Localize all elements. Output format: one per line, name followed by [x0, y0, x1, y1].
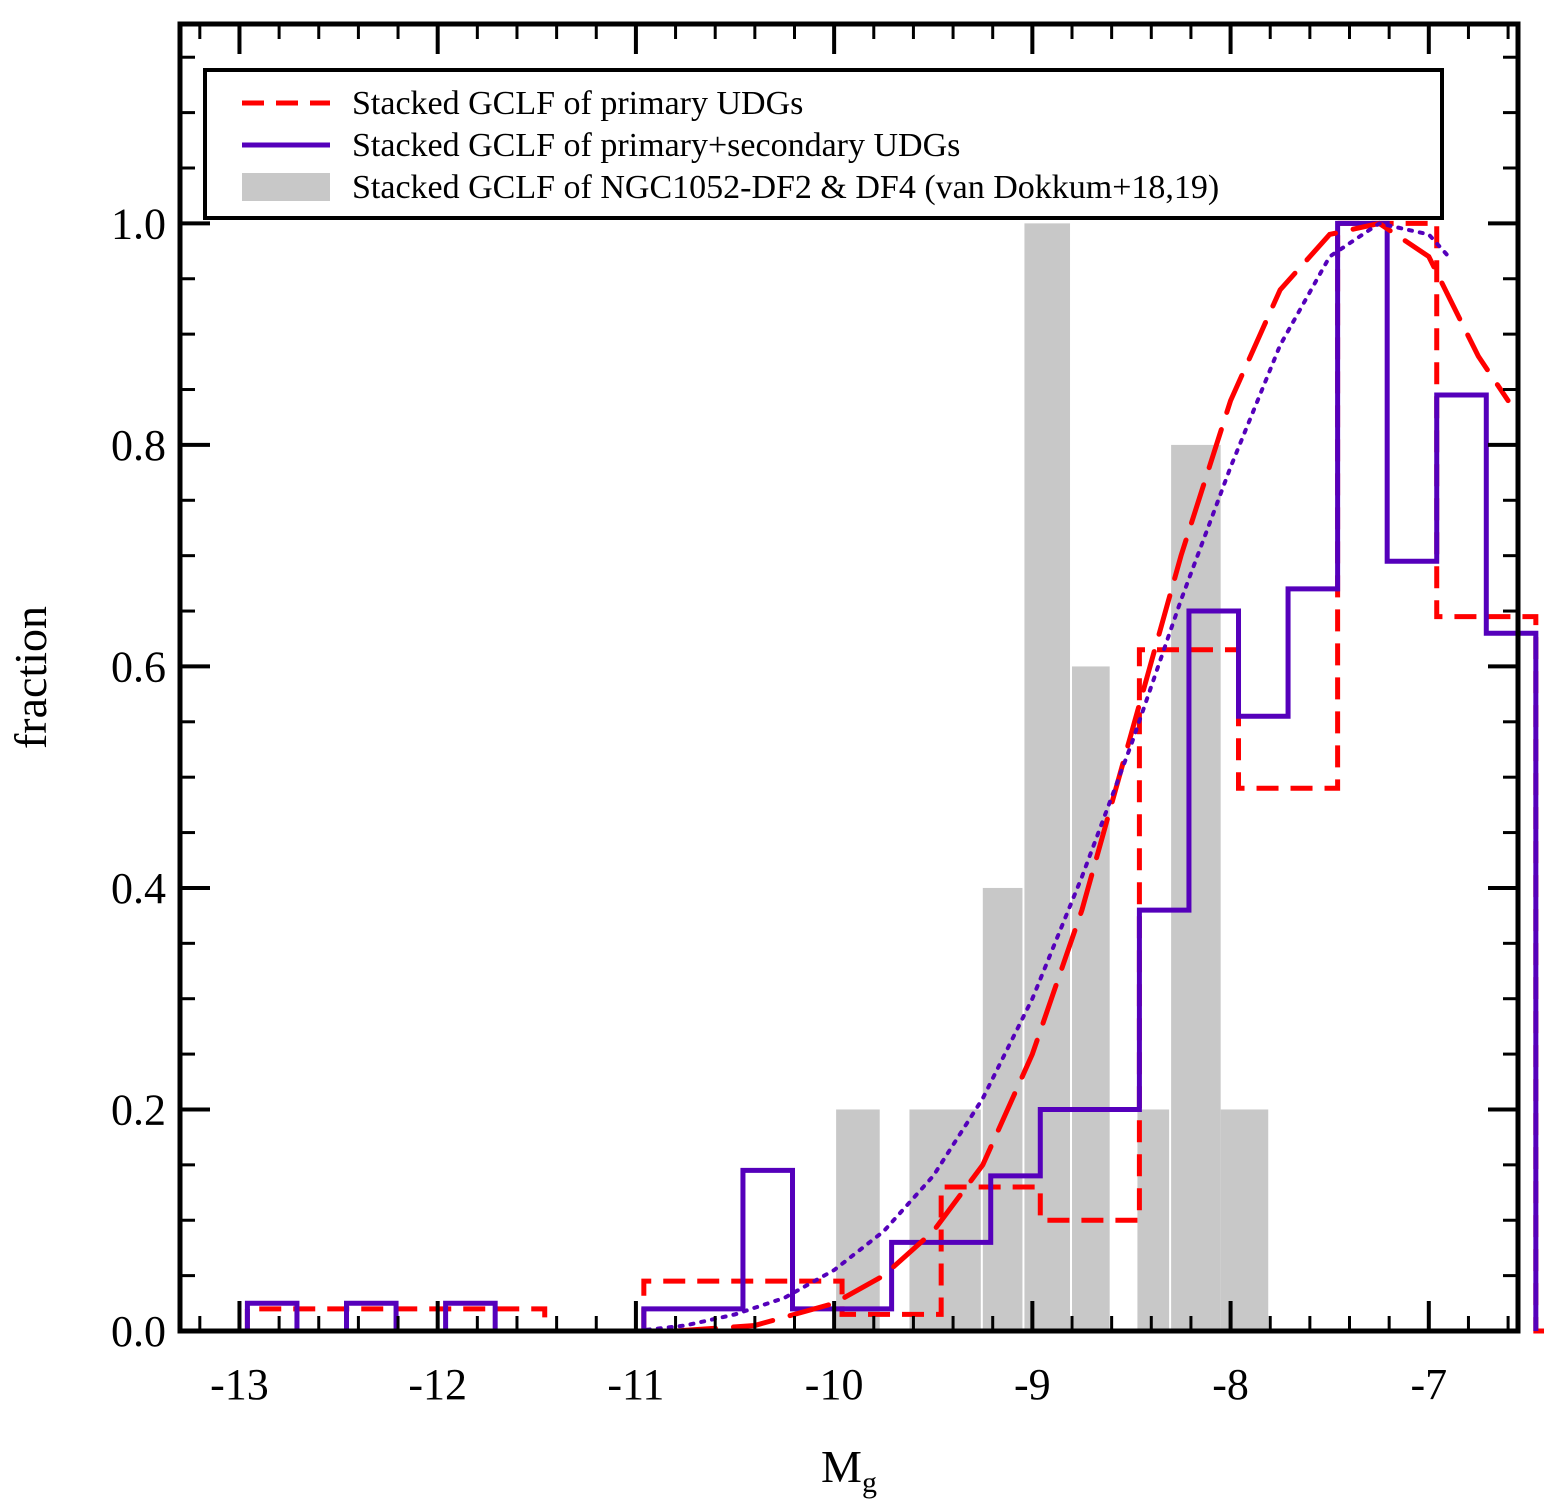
- y-tick-label: 0.4: [111, 864, 166, 913]
- x-axis-label: Mg: [821, 1441, 877, 1499]
- legend-swatch-gray: [242, 173, 330, 201]
- dashed-fit-curve: [673, 220, 1511, 1334]
- x-tick-label: -12: [408, 1360, 467, 1409]
- y-tick-label: 0.6: [111, 642, 166, 691]
- step-histogram-primary-secondary: [244, 220, 1539, 1334]
- step-histogram-primary: [244, 220, 1550, 1334]
- x-tick-label: -10: [805, 1360, 864, 1409]
- tick-labels: -13 -12 -11 -10 -9 -8 -7 0.0 0.2 0.4 0.6 0.8 1.0: [111, 199, 1447, 1409]
- legend-label: Stacked GCLF of NGC1052-DF2 & DF4 (van D…: [352, 169, 1219, 206]
- y-tick-label: 1.0: [111, 199, 166, 248]
- dotted-fit-curve: [633, 221, 1451, 1333]
- x-axis-label-subscript: g: [862, 1466, 877, 1499]
- y-tick-label: 0.0: [111, 1307, 166, 1356]
- y-tick-label: 0.2: [111, 1085, 166, 1134]
- gray-bar-3: [1024, 223, 1071, 1331]
- gray-bar-5: [1137, 1109, 1170, 1331]
- legend-box: [203, 68, 1444, 220]
- x-axis-label-main: M: [821, 1441, 862, 1492]
- gray-bar-7: [1220, 1109, 1269, 1331]
- x-tick-label: -13: [210, 1360, 269, 1409]
- legend: Stacked GCLF of primary UDGs Stacked GCLF…: [203, 68, 1444, 220]
- plot-area: [244, 220, 1550, 1334]
- gray-bar-1: [909, 1109, 981, 1331]
- gray-bar-6: [1171, 444, 1221, 1331]
- gray-histogram: [836, 223, 1269, 1331]
- axis-ticks: [180, 24, 1518, 1333]
- gray-bar-2: [982, 887, 1023, 1331]
- legend-label: Stacked GCLF of primary+secondary UDGs: [352, 127, 960, 164]
- gray-bar-4: [1072, 666, 1110, 1331]
- y-tick-label: 0.8: [111, 421, 166, 470]
- plot-frame: [177, 21, 1521, 1334]
- x-tick-label: -11: [607, 1360, 664, 1409]
- step-histograms: [244, 220, 1550, 1334]
- fit-curves: [633, 220, 1511, 1334]
- y-axis-label: fraction: [5, 606, 56, 749]
- x-tick-label: -9: [1014, 1360, 1051, 1409]
- x-tick-label: -7: [1410, 1360, 1447, 1409]
- legend-label: Stacked GCLF of primary UDGs: [352, 85, 803, 122]
- x-tick-label: -8: [1212, 1360, 1249, 1409]
